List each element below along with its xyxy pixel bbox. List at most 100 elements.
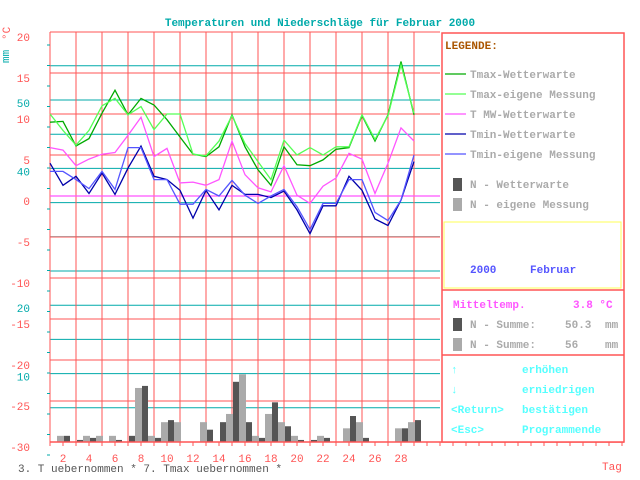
x-tick-label: 2 — [60, 454, 67, 466]
key-help-confirm[interactable]: <Return> bestätigen — [451, 405, 588, 417]
temp-tick-label: 15 — [17, 74, 30, 86]
mm-tick-label: 40 — [17, 167, 30, 179]
legend-label: Tmin-Wetterwarte — [470, 130, 576, 142]
legend-bar-swatch-n-own — [453, 198, 462, 211]
temp-tick-label: -5 — [17, 238, 30, 250]
x-tick-label: 12 — [186, 454, 199, 466]
bar-n-ww-day-24 — [350, 416, 356, 442]
key-down: ↓ — [451, 385, 458, 397]
bar-n-own-day-5 — [96, 435, 103, 442]
right-panel: LEGENDE: Tmax-Wetterwarte Tmax-eigene Mes… — [441, 32, 625, 443]
bar-n-ww-day-19 — [285, 426, 291, 442]
x-tick-label: 10 — [160, 454, 173, 466]
bar-n-ww-day-14 — [220, 422, 226, 442]
temp-tick-label: 20 — [17, 33, 30, 45]
n-sum-own-value: 56 — [565, 340, 578, 352]
legend-label: Tmin-eigene Messung — [470, 150, 595, 162]
bar-n-own-day-13 — [200, 422, 207, 442]
bar-n-ww-day-22 — [324, 437, 330, 442]
x-tick-label: 4 — [86, 454, 93, 466]
line-tmax-own — [49, 62, 415, 182]
bar-n-own-day-2 — [57, 435, 64, 442]
mean-temp-value: 3.8 °C — [573, 300, 613, 312]
temp-tick-label: 0 — [23, 197, 30, 209]
bar-n-ww-day-28 — [402, 428, 408, 442]
line-tmin-own — [50, 146, 415, 231]
bar-n-own-day-10 — [161, 422, 168, 442]
bar-n-ww-day-10 — [168, 420, 174, 442]
precipitation-bars — [57, 374, 421, 442]
n-sum-ww-label: N - Summe: — [470, 320, 536, 332]
key-up: ↑ — [451, 365, 458, 377]
axis-unit-celsius: °C — [2, 26, 14, 40]
temperature-lines — [49, 61, 415, 236]
bar-n-ww-day-17 — [259, 437, 265, 442]
x-tick-label: 26 — [368, 454, 381, 466]
bar-n-ww-day-9 — [155, 437, 161, 442]
key-help-exit[interactable]: <Esc> Programmende — [451, 425, 602, 437]
temp-tick-label: -25 — [10, 402, 30, 414]
bar-n-ww-day-21 — [311, 439, 317, 442]
n-sum-ww-value: 50.3 — [565, 320, 592, 332]
bar-n-ww-day-13 — [207, 429, 213, 442]
bar-n-ww-day-4 — [90, 437, 96, 442]
n-sum-own-label: N - Summe: — [470, 340, 536, 352]
x-tick-label: 18 — [264, 454, 277, 466]
bar-n-own-day-15 — [226, 413, 233, 442]
key-down-action: erniedrigen — [522, 385, 595, 397]
key-esc: <Esc> — [451, 425, 484, 437]
legend-bar-label: N - eigene Messung — [470, 200, 589, 212]
bar-n-ww-day-2 — [64, 435, 70, 442]
bar-n-ww-day-20 — [298, 439, 304, 442]
line-tmw-ww — [49, 115, 415, 205]
x-tick-label: 16 — [238, 454, 251, 466]
x-tick-label: 20 — [290, 454, 303, 466]
temp-tick-label: 10 — [17, 115, 30, 127]
legend: Tmax-Wetterwarte Tmax-eigene Messung T MW-… — [445, 70, 595, 212]
legend-bar-swatch-n-ww — [453, 178, 462, 191]
bar-n-own-day-19 — [278, 422, 285, 442]
bar-n-own-day-24 — [343, 428, 350, 442]
bar-n-ww-day-25 — [363, 437, 369, 442]
x-tick-label: 8 — [138, 454, 145, 466]
bar-n-own-day-22 — [317, 435, 324, 442]
legend-label: Tmax-eigene Messung — [470, 90, 595, 102]
legend-bar-label: N - Wetterwarte — [470, 180, 569, 192]
temp-tick-label: -20 — [10, 361, 30, 373]
legend-label: Tmax-Wetterwarte — [470, 70, 576, 82]
bar-n-own-day-9 — [148, 435, 155, 442]
bar-n-ww-day-15 — [233, 381, 239, 442]
x-axis-label-tag: Tag — [602, 462, 622, 474]
bar-n-own-day-8 — [135, 387, 142, 442]
key-up-action: erhöhen — [522, 365, 568, 377]
n-ww-swatch — [453, 318, 462, 331]
key-help-increase[interactable]: ↑ erhöhen — [451, 365, 568, 377]
bar-n-own-day-25 — [356, 422, 363, 442]
bar-n-ww-day-7 — [129, 435, 135, 442]
bar-n-own-day-6 — [109, 435, 116, 442]
key-esc-action: Programmende — [522, 425, 602, 437]
period-box — [443, 221, 622, 289]
bar-n-own-day-17 — [252, 435, 259, 442]
n-sum-ww-unit: mm — [605, 320, 619, 332]
n-sum-own-unit: mm — [605, 340, 619, 352]
mean-temp-label: Mitteltemp. — [453, 300, 526, 312]
bar-n-own-day-4 — [83, 435, 90, 442]
bar-n-ww-day-18 — [272, 402, 278, 442]
axis-unit-mm: mm — [1, 49, 13, 63]
chart-title: Temperaturen und Niederschläge für Febru… — [165, 18, 475, 30]
bar-n-own-day-11 — [174, 422, 181, 442]
bar-n-ww-day-3 — [77, 439, 83, 442]
line-tmin-ww — [49, 144, 415, 236]
x-tick-label: 14 — [212, 454, 226, 466]
bar-n-own-day-18 — [265, 413, 272, 442]
mm-tick-label: 20 — [17, 304, 30, 316]
bar-n-ww-day-16 — [246, 422, 252, 442]
status-line: 3. T uebernommen * 7. Tmax uebernommen * — [18, 464, 282, 476]
bar-n-own-day-20 — [291, 435, 298, 442]
x-tick-label: 28 — [394, 454, 407, 466]
n-own-swatch — [453, 338, 462, 351]
bar-n-ww-day-8 — [142, 385, 148, 442]
key-help-decrease[interactable]: ↓ erniedrigen — [451, 385, 595, 397]
